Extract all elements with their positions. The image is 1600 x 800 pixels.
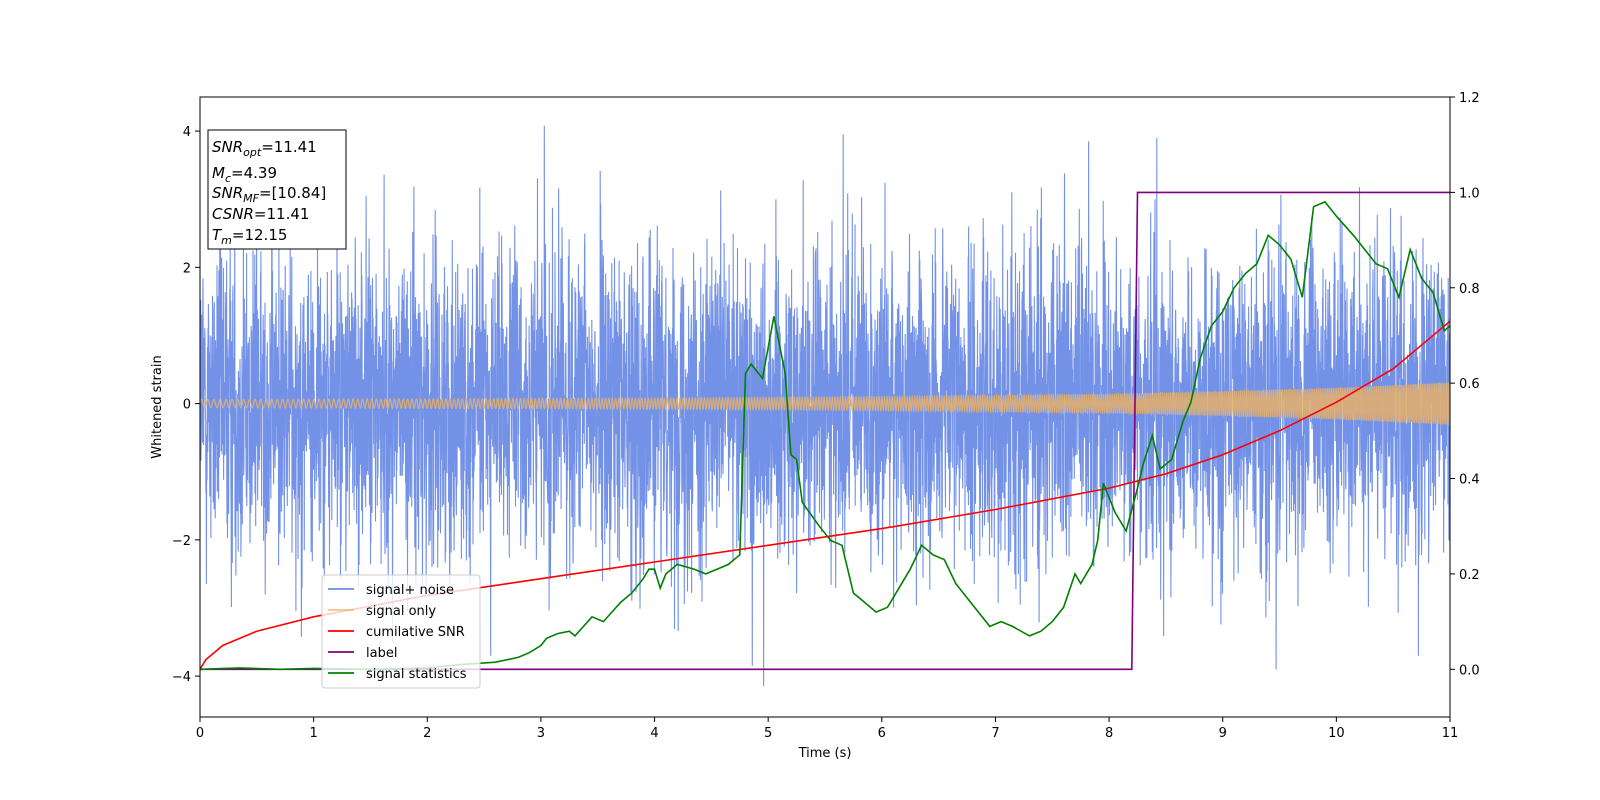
info-quantity-subscript: c bbox=[225, 172, 231, 185]
x-tick-label: 2 bbox=[423, 726, 431, 741]
y2-tick-label: 0.8 bbox=[1459, 282, 1480, 297]
legend-label: label bbox=[366, 646, 397, 661]
info-quantity-name: SNR bbox=[212, 138, 243, 156]
info-quantity-value: =11.41 bbox=[261, 138, 317, 156]
info-quantity-value: =11.41 bbox=[254, 205, 310, 223]
series-label-line bbox=[200, 191, 1450, 671]
legend-label: cumilative SNR bbox=[366, 625, 465, 640]
info-quantity-value: =4.39 bbox=[231, 164, 277, 182]
x-tick-label: 1 bbox=[309, 726, 317, 741]
x-tick-label: 4 bbox=[650, 726, 658, 741]
info-line: SNRopt=11.41 bbox=[212, 138, 317, 159]
y-axis-label: Whitened strain bbox=[150, 355, 165, 458]
y-tick-label: 0 bbox=[183, 398, 191, 413]
x-tick-label: 0 bbox=[196, 726, 204, 741]
legend-label: signal+ noise bbox=[366, 583, 454, 598]
legend-label: signal only bbox=[366, 604, 436, 619]
info-box: SNRopt=11.41Mc=4.39SNRMF=[10.84]CSNR=11.… bbox=[207, 129, 347, 250]
y-tick-label: −2 bbox=[172, 534, 191, 549]
x-tick-label: 6 bbox=[878, 726, 886, 741]
legend-frame bbox=[321, 574, 481, 689]
y2-tick-label: 0.4 bbox=[1459, 473, 1480, 488]
y-tick-label: 2 bbox=[183, 261, 191, 276]
info-quantity-subscript: opt bbox=[243, 146, 262, 159]
y-tick-label: 4 bbox=[183, 125, 191, 140]
info-quantity-subscript: MF bbox=[243, 192, 259, 205]
info-line: SNRMF=[10.84] bbox=[212, 184, 326, 205]
legend-label: signal statistics bbox=[366, 667, 467, 682]
x-tick-label: 7 bbox=[991, 726, 999, 741]
y2-tick-label: 0.2 bbox=[1459, 568, 1480, 583]
x-tick-label: 8 bbox=[1105, 726, 1113, 741]
info-quantity-name: SNR bbox=[212, 184, 243, 202]
y2-tick-label: 0.6 bbox=[1459, 377, 1480, 392]
y-axis-left: −4 −2 0 2 4 bbox=[172, 125, 200, 685]
axes-frame bbox=[199, 96, 1451, 718]
y2-tick-label: 0.0 bbox=[1459, 663, 1480, 678]
x-tick-label: 3 bbox=[537, 726, 545, 741]
info-box-frame bbox=[207, 129, 347, 250]
y-tick-label: −4 bbox=[172, 670, 191, 685]
series-signal-statistics-line bbox=[200, 200, 1450, 671]
x-tick-label: 11 bbox=[1442, 726, 1459, 741]
info-line: Mc=4.39 bbox=[212, 164, 277, 185]
y-axis-right: 0.0 0.2 0.4 0.6 0.8 1.0 1.2 bbox=[1450, 91, 1480, 678]
x-tick-label: 5 bbox=[764, 726, 772, 741]
info-quantity-subscript: m bbox=[221, 234, 232, 247]
x-tick-label: 10 bbox=[1328, 726, 1345, 741]
y2-tick-label: 1.0 bbox=[1459, 186, 1480, 201]
info-line: Tm=12.15 bbox=[212, 226, 287, 247]
series-cumulative-snr-line bbox=[200, 320, 1450, 670]
info-quantity-name: M bbox=[212, 164, 225, 182]
y2-tick-label: 1.2 bbox=[1459, 91, 1480, 106]
x-axis-label: Time (s) bbox=[798, 746, 852, 761]
info-quantity-name: CSNR bbox=[212, 205, 254, 223]
info-quantity-name: T bbox=[212, 226, 223, 244]
legend: signal+ noise signal only cumilative SNR la… bbox=[321, 574, 481, 689]
x-tick-label: 9 bbox=[1219, 726, 1227, 741]
series-signal-only-line bbox=[200, 381, 1450, 427]
info-line: CSNR=11.41 bbox=[212, 205, 309, 223]
info-quantity-value: =12.15 bbox=[232, 226, 288, 244]
plot-area bbox=[200, 125, 1450, 687]
info-quantity-value: =[10.84] bbox=[259, 184, 326, 202]
x-axis: 0 1 2 3 4 5 6 7 8 9 10 11 bbox=[196, 717, 1458, 741]
